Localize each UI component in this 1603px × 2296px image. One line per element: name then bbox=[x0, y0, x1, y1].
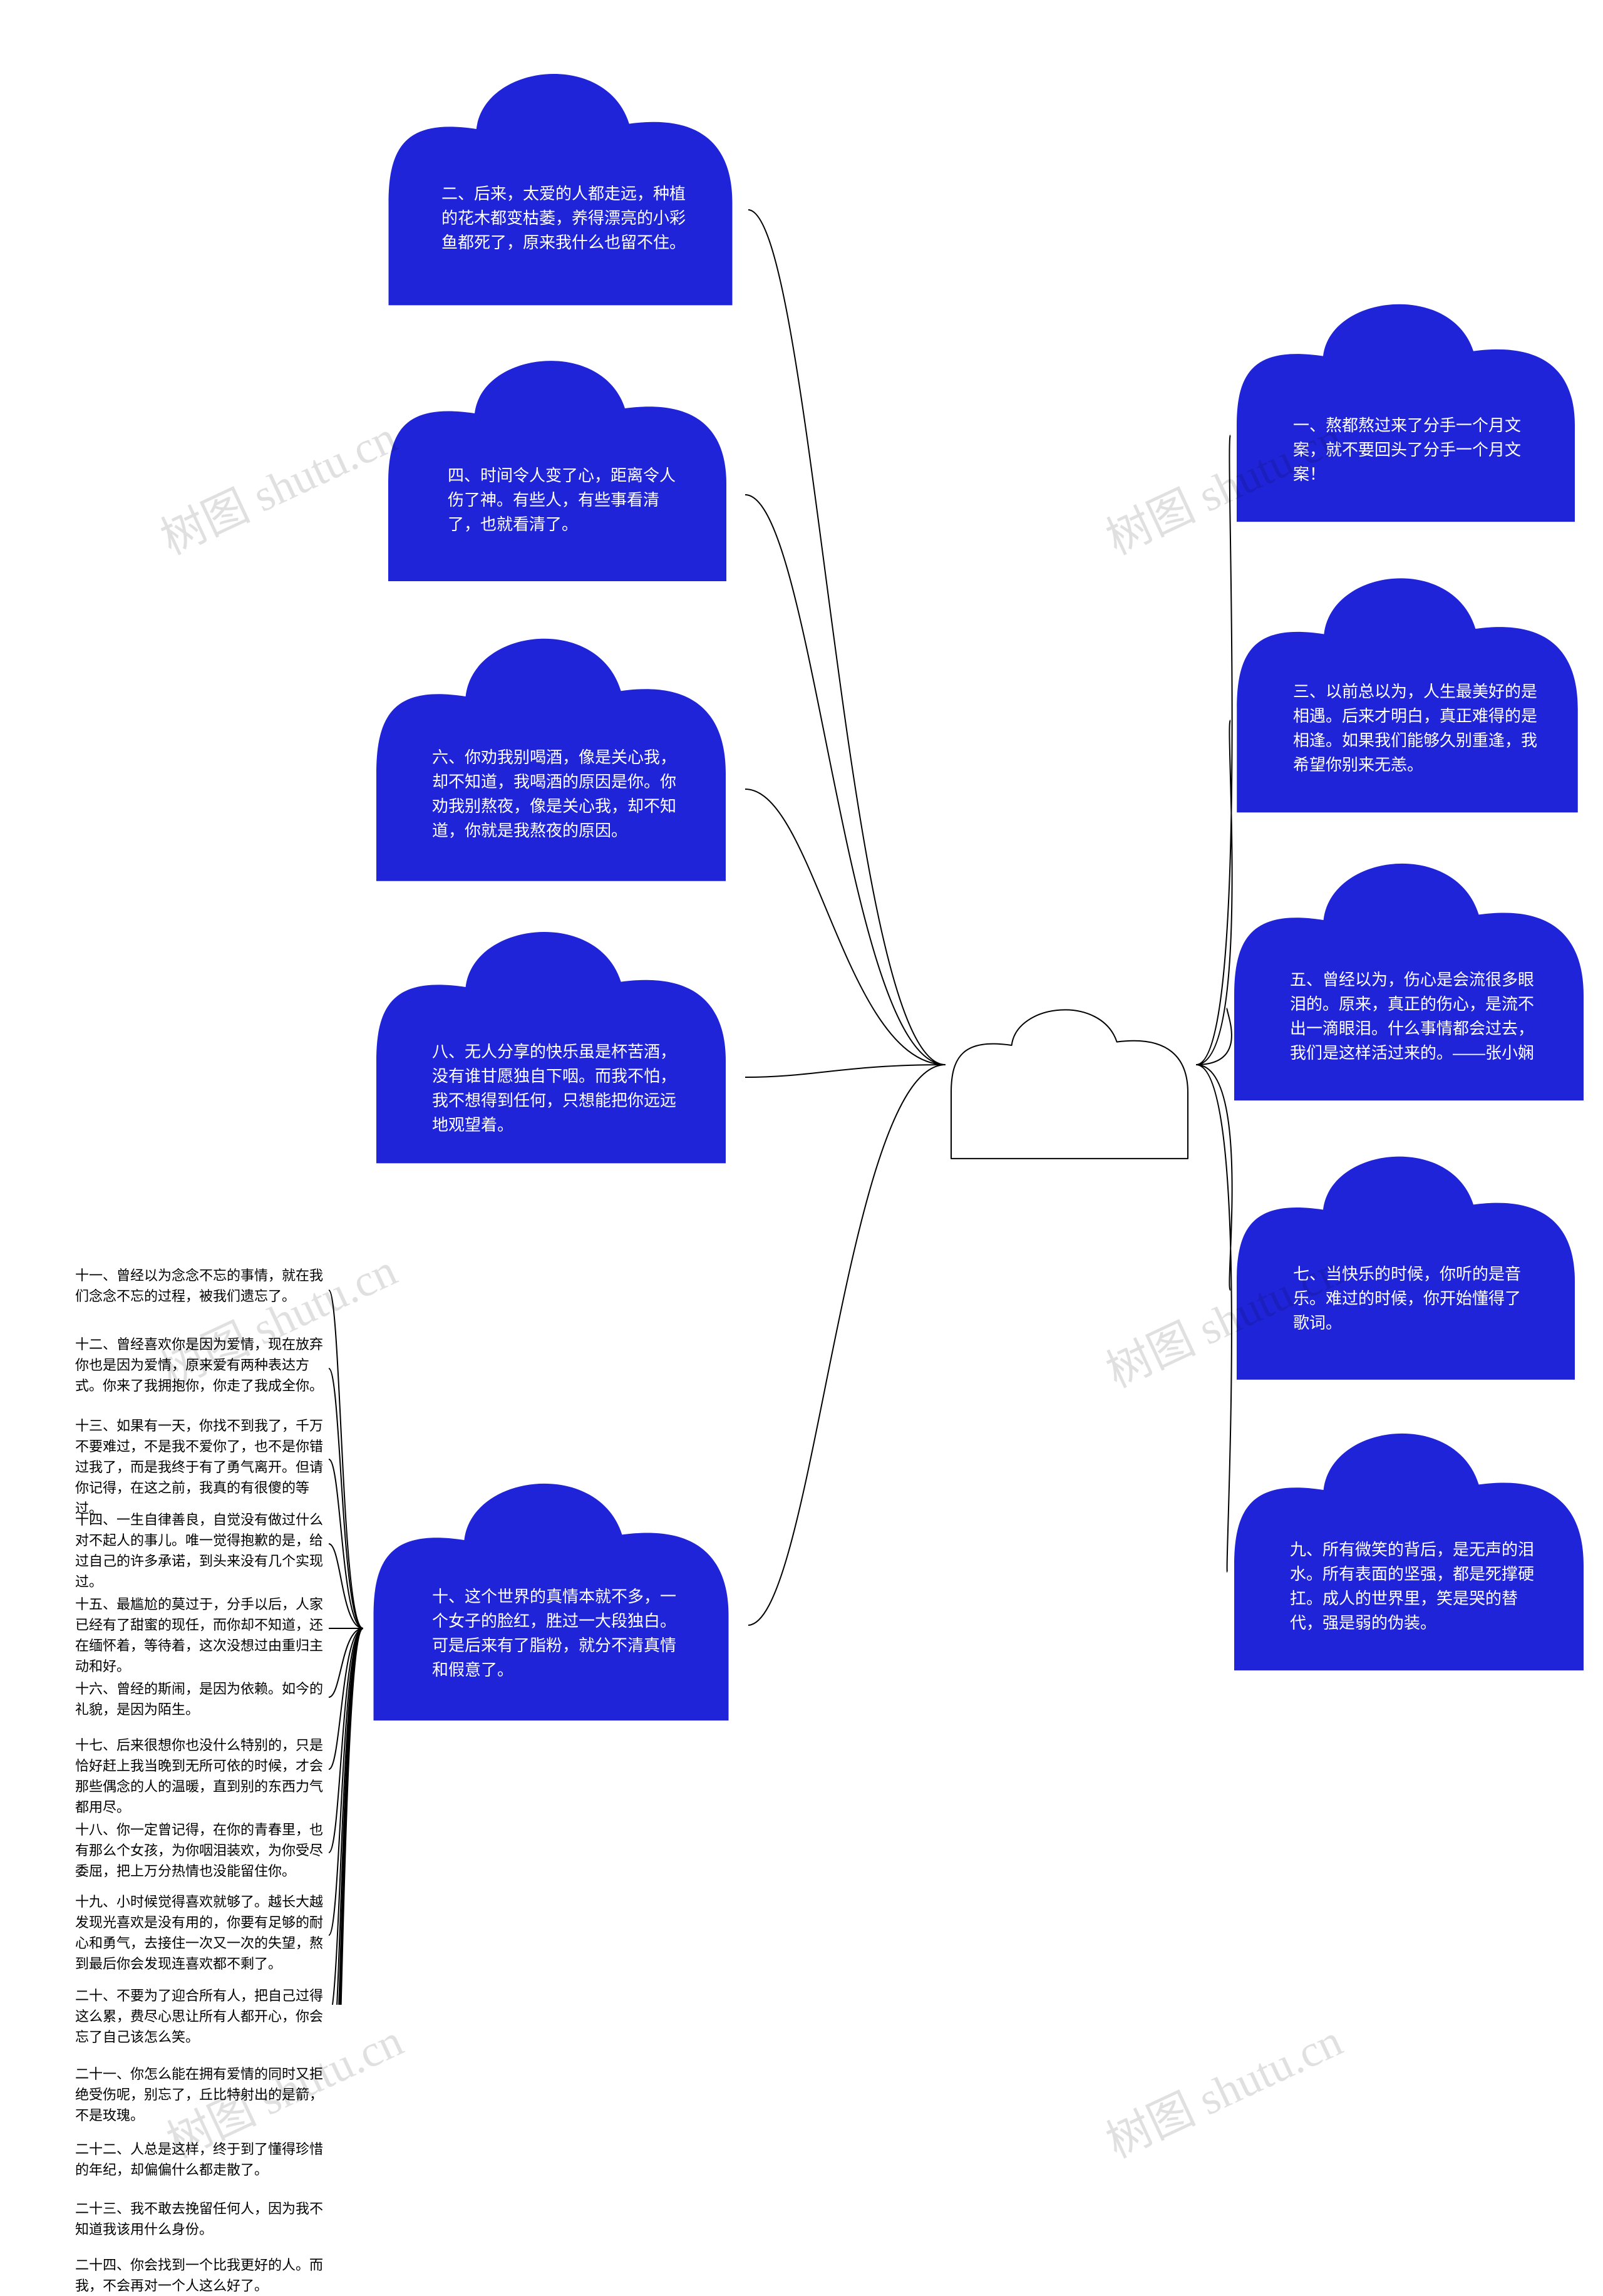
cloud-label-n10: 十、这个世界的真情本就不多，一个女子的脸红，胜过一大段独白。可是后来有了脂粉，就… bbox=[432, 1585, 686, 1682]
cloud-label-n5: 五、曾经以为，伤心是会流很多眼泪的。原来，真正的伤心，是流不出一滴眼泪。什么事情… bbox=[1290, 968, 1540, 1065]
cloud-label-n4: 四、时间令人变了心，距离令人伤了神。有些人，有些事看清了，也就看清了。 bbox=[448, 463, 679, 537]
cloud-label-n1: 一、熬都熬过来了分手一个月文案，就不要回头了分手一个月文案！ bbox=[1293, 413, 1531, 487]
cloud-node-n7: 七、当快乐的时候，你听的是音乐。难过的时候，你开始懂得了歌词。 bbox=[1218, 1134, 1594, 1387]
cloud-node-n5: 五、曾经以为，伤心是会流很多眼泪的。原来，真正的伤心，是流不出一滴眼泪。什么事情… bbox=[1215, 839, 1603, 1109]
cloud-node-n3: 三、以前总以为，人生最美好的是相遇。后来才明白，真正难得的是相逢。如果我们能够久… bbox=[1218, 554, 1597, 820]
plain-node-p19: 十九、小时候觉得喜欢就够了。越长大越发现光喜欢是没有用的，你要有足够的耐心和勇气… bbox=[75, 1891, 326, 1974]
cloud-label-n8: 八、无人分享的快乐虽是杯苦酒，没有谁甘愿独自下咽。而我不怕，我不想得到任何，只想… bbox=[432, 1040, 683, 1137]
cloud-node-n10: 十、这个世界的真情本就不多，一个女子的脸红，胜过一大段独白。可是后来有了脂粉，就… bbox=[354, 1459, 748, 1729]
plain-node-p13: 十三、如果有一天，你找不到我了，千万不要难过，不是我不爱你了，也不是你错过我了，… bbox=[75, 1415, 326, 1519]
plain-node-p16: 十六、曾经的斯闹，是因为依赖。如今的礼貌，是因为陌生。 bbox=[75, 1678, 326, 1720]
plain-node-p17: 十七、后来很想你也没什么特别的，只是恰好赶上我当晚到无所可依的时候，才会那些偶念… bbox=[75, 1735, 326, 1818]
center-cloud bbox=[938, 995, 1201, 1164]
cloud-label-n3: 三、以前总以为，人生最美好的是相遇。后来才明白，真正难得的是相逢。如果我们能够久… bbox=[1293, 680, 1537, 777]
plain-node-p21: 二十一、你怎么能在拥有爱情的同时又拒绝受伤呢，别忘了，丘比特射出的是箭，不是玫瑰… bbox=[75, 2064, 326, 2126]
plain-node-p14: 十四、一生自律善良，自觉没有做过什么对不起人的事儿。唯一觉得抱歉的是，给过自己的… bbox=[75, 1509, 326, 1592]
plain-node-p23: 二十三、我不敢去挽留任何人，因为我不知道我该用什么身份。 bbox=[75, 2198, 326, 2240]
plain-node-p12: 十二、曾经喜欢你是因为爱情，现在放弃你也是因为爱情，原来爱有两种表达方式。你来了… bbox=[75, 1334, 326, 1396]
plain-node-p22: 二十二、人总是这样，终于到了懂得珍惜的年纪，却偏偏什么都走散了。 bbox=[75, 2139, 326, 2180]
cloud-node-n9: 九、所有微笑的背后，是无声的泪水。所有表面的坚强，都是死撑硬扛。成人的世界里，笑… bbox=[1215, 1409, 1603, 1678]
watermark-5: 树图 shutu.cn bbox=[1094, 2004, 1351, 2171]
watermark-0: 树图 shutu.cn bbox=[148, 401, 406, 567]
cloud-label-n6: 六、你劝我别喝酒，像是关心我，却不知道，我喝酒的原因是你。你劝我别熬夜，像是关心… bbox=[432, 745, 683, 843]
cloud-node-n8: 八、无人分享的快乐虽是杯苦酒，没有谁甘愿独自下咽。而我不怕，我不想得到任何，只想… bbox=[357, 908, 745, 1171]
cloud-node-n4: 四、时间令人变了心，距离令人伤了神。有些人，有些事看清了，也就看清了。 bbox=[369, 338, 745, 589]
plain-node-p24: 二十四、你会找到一个比我更好的人。而我，不会再对一个人这么好了。 bbox=[75, 2255, 326, 2296]
plain-node-p18: 十八、你一定曾记得，在你的青春里，也有那么个女孩，为你咽泪装欢，为你受尽委屈，把… bbox=[75, 1819, 326, 1881]
cloud-node-n2: 二、后来，太爱的人都走远，种植的花木都变枯萎，养得漂亮的小彩鱼都死了，原来我什么… bbox=[369, 50, 751, 313]
cloud-label-n2: 二、后来，太爱的人都走远，种植的花木都变枯萎，养得漂亮的小彩鱼都死了，原来我什么… bbox=[441, 182, 686, 255]
plain-node-p15: 十五、最尴尬的莫过于，分手以后，人家已经有了甜蜜的现任，而你却不知道，还在缅怀着… bbox=[75, 1594, 326, 1677]
cloud-label-n7: 七、当快乐的时候，你听的是音乐。难过的时候，你开始懂得了歌词。 bbox=[1293, 1262, 1534, 1335]
cloud-label-n9: 九、所有微笑的背后，是无声的泪水。所有表面的坚强，都是死撑硬扛。成人的世界里，笑… bbox=[1290, 1538, 1540, 1635]
plain-node-p20: 二十、不要为了迎合所有人，把自己过得这么累，费尽心思让所有人都开心，你会忘了自己… bbox=[75, 1985, 326, 2047]
cloud-node-n1: 一、熬都熬过来了分手一个月文案，就不要回头了分手一个月文案！ bbox=[1218, 282, 1594, 529]
cloud-node-n6: 六、你劝我别喝酒，像是关心我，却不知道，我喝酒的原因是你。你劝我别熬夜，像是关心… bbox=[357, 614, 745, 889]
plain-node-p11: 十一、曾经以为念念不忘的事情，就在我们念念不忘的过程，被我们遗忘了。 bbox=[75, 1265, 326, 1306]
